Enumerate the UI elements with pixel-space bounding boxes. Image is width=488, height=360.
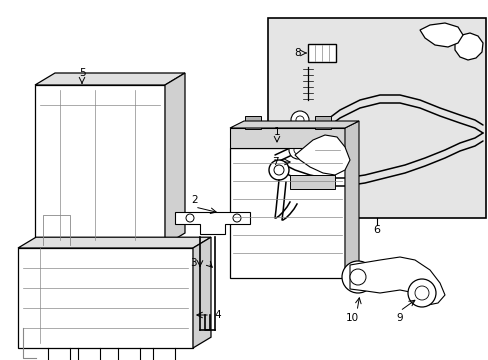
Circle shape	[185, 214, 194, 222]
Text: 10: 10	[345, 313, 358, 323]
Circle shape	[341, 261, 373, 293]
Bar	[289, 175, 334, 189]
Circle shape	[460, 40, 474, 54]
Circle shape	[314, 131, 321, 139]
Text: 8: 8	[294, 48, 301, 58]
Bar	[267, 18, 485, 218]
Circle shape	[349, 269, 365, 285]
Text: 6: 6	[373, 225, 380, 235]
Circle shape	[288, 141, 306, 159]
Polygon shape	[35, 73, 184, 85]
Bar	[307, 44, 335, 62]
Text: 2: 2	[191, 195, 198, 205]
Polygon shape	[454, 33, 482, 60]
Bar	[314, 116, 330, 129]
Polygon shape	[419, 23, 462, 47]
Polygon shape	[164, 73, 184, 245]
Circle shape	[414, 286, 428, 300]
Circle shape	[309, 127, 325, 143]
Text: 7: 7	[271, 157, 278, 167]
Polygon shape	[349, 257, 444, 305]
Circle shape	[290, 111, 308, 129]
Polygon shape	[193, 237, 210, 348]
Text: 3: 3	[189, 258, 196, 268]
Circle shape	[313, 154, 320, 162]
Text: 9: 9	[396, 313, 403, 323]
Polygon shape	[229, 121, 358, 128]
Bar	[244, 116, 261, 129]
Circle shape	[295, 116, 304, 124]
Bar	[35, 85, 164, 245]
Bar	[229, 148, 345, 278]
Text: 1: 1	[273, 127, 280, 137]
Bar	[229, 128, 345, 148]
Circle shape	[273, 165, 284, 175]
Circle shape	[268, 160, 288, 180]
Polygon shape	[18, 237, 210, 248]
Polygon shape	[345, 121, 358, 278]
Circle shape	[407, 279, 435, 307]
Text: 5: 5	[79, 68, 85, 78]
Circle shape	[433, 29, 447, 43]
Circle shape	[293, 146, 302, 154]
Circle shape	[232, 214, 241, 222]
Polygon shape	[175, 212, 249, 234]
Polygon shape	[294, 135, 349, 175]
Circle shape	[308, 150, 325, 166]
Bar	[18, 248, 193, 348]
Text: 4: 4	[214, 310, 221, 320]
